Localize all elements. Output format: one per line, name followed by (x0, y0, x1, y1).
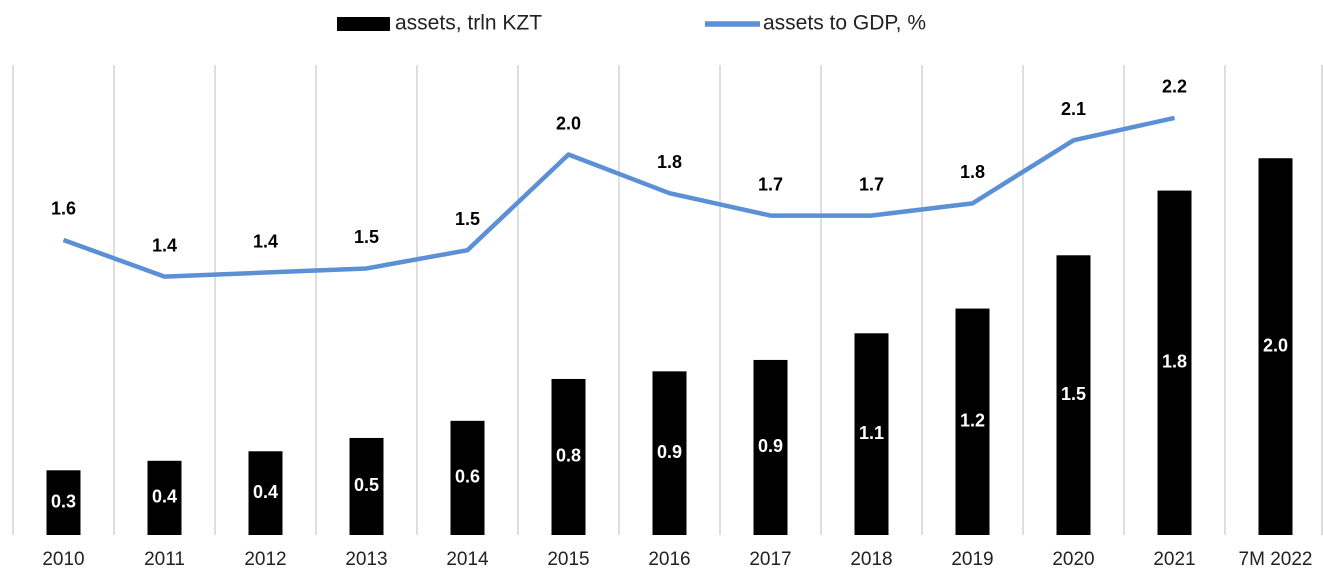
data-label: 2.1 (1061, 99, 1086, 119)
data-label: 1.4 (253, 231, 278, 251)
x-tick-label: 2020 (1052, 549, 1094, 570)
bar (1157, 190, 1192, 536)
data-label: 1.5 (354, 227, 379, 247)
x-tick-label: 2015 (547, 549, 589, 570)
data-label: 1.7 (758, 174, 783, 194)
data-label: 1.5 (1061, 384, 1086, 404)
x-tick-label: 7M 2022 (1239, 549, 1313, 570)
legend-label: assets, trln KZT (395, 12, 542, 35)
legend-label: assets to GDP, % (763, 12, 926, 35)
data-label: 0.8 (556, 446, 581, 466)
x-tick-label: 2012 (244, 549, 286, 570)
bar (248, 451, 283, 535)
x-tick-label: 2021 (1153, 549, 1195, 570)
data-label: 1.7 (859, 174, 884, 194)
bar (147, 460, 182, 535)
bar (46, 470, 81, 535)
data-label: 1.8 (1162, 352, 1187, 372)
data-label: 1.8 (657, 152, 682, 172)
data-label: 1.8 (960, 162, 985, 182)
data-label: 1.1 (859, 423, 884, 443)
data-label: 1.5 (455, 209, 480, 229)
x-tick-label: 2013 (345, 549, 387, 570)
data-label: 0.5 (354, 475, 379, 495)
x-tick-label: 2016 (648, 549, 690, 570)
data-label: 0.9 (657, 442, 682, 462)
legend-swatch (337, 17, 390, 31)
data-label: 1.4 (152, 235, 177, 255)
data-label: 1.2 (960, 411, 985, 431)
bar (450, 420, 485, 535)
data-label: 1.6 (51, 199, 76, 219)
data-label: 2.2 (1162, 77, 1187, 97)
x-tick-label: 2011 (144, 549, 185, 570)
bar (1056, 255, 1091, 536)
line (62, 115, 1175, 279)
bar (854, 333, 889, 535)
data-label: 0.4 (152, 487, 177, 507)
data-label: 0.4 (253, 482, 278, 502)
data-label: 2.0 (556, 113, 581, 133)
data-label: 0.3 (51, 491, 76, 511)
bar (1258, 158, 1293, 535)
x-tick-label: 2018 (850, 549, 892, 570)
bar (753, 359, 788, 535)
x-tick-label: 2019 (951, 549, 993, 570)
x-tick-label: 2017 (749, 549, 791, 570)
bar (652, 371, 687, 535)
bar (349, 437, 384, 535)
bar (551, 378, 586, 535)
bar (955, 308, 990, 535)
x-tick-label: 2014 (446, 549, 489, 570)
data-label: 0.9 (758, 436, 783, 456)
x-tick-label: 2010 (42, 549, 84, 570)
data-label: 2.0 (1263, 335, 1288, 355)
data-label: 0.6 (455, 467, 480, 487)
